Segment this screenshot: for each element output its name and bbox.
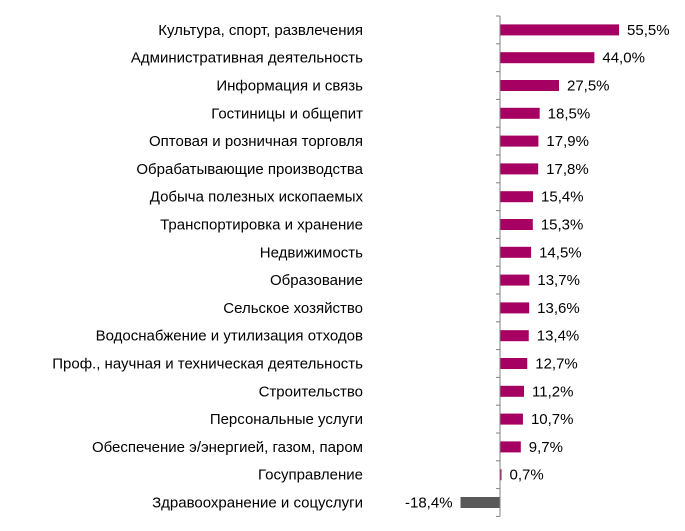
category-label: Обеспечение э/энергией, газом, паром — [92, 439, 363, 456]
data-label: 13,6% — [537, 300, 580, 317]
bar — [500, 191, 534, 203]
data-label: 27,5% — [567, 78, 610, 95]
category-label: Персональные услуги — [210, 411, 363, 428]
category-label: Гостиницы и общепит — [211, 105, 363, 122]
data-label: 13,7% — [537, 272, 580, 289]
bar — [500, 163, 539, 175]
data-label: 0,7% — [510, 467, 544, 484]
data-label: 14,5% — [539, 244, 582, 261]
data-label: 11,2% — [532, 383, 573, 400]
bar — [500, 413, 523, 425]
bar — [500, 330, 529, 342]
category-label: Информация и связь — [216, 78, 363, 95]
category-label: Водоснабжение и утилизация отходов — [96, 328, 363, 345]
category-label: Культура, спорт, развлечения — [158, 22, 363, 39]
category-label: Оптовая и розничная торговля — [149, 133, 363, 150]
data-label: 17,9% — [546, 133, 589, 150]
bar — [500, 52, 595, 64]
bar — [500, 246, 532, 258]
bar — [500, 469, 502, 481]
bar — [500, 358, 528, 369]
category-label: Госуправление — [258, 467, 363, 484]
data-label: 44,0% — [602, 50, 645, 67]
bar — [500, 441, 521, 453]
data-label: 12,7% — [535, 356, 578, 373]
category-label: Добыча полезных ископаемых — [150, 189, 364, 206]
category-label: Здравоохранение и соцуслуги — [152, 495, 363, 512]
bar — [500, 135, 539, 147]
data-label: 15,4% — [541, 189, 584, 206]
bar — [500, 385, 525, 397]
category-label: Транспортировка и хранение — [160, 217, 363, 234]
data-label: 15,3% — [541, 217, 584, 234]
category-label: Сельское хозяйство — [223, 300, 363, 317]
data-label: 13,4% — [537, 328, 580, 345]
category-label: Обрабатывающие производства — [136, 161, 363, 178]
data-label: 18,5% — [548, 105, 591, 122]
bar — [500, 24, 620, 36]
bar — [500, 219, 533, 230]
bar — [460, 497, 500, 508]
bar — [500, 80, 559, 91]
bar — [500, 107, 540, 119]
bar — [500, 274, 530, 286]
data-label: 10,7% — [531, 411, 574, 428]
data-label: 55,5% — [627, 22, 670, 39]
data-label: 9,7% — [529, 439, 563, 456]
category-label: Проф., научная и техническая деятельност… — [52, 356, 363, 373]
category-label: Административная деятельность — [131, 50, 363, 67]
data-label: 17,8% — [546, 161, 589, 178]
category-label: Образование — [270, 272, 363, 289]
category-label: Строительство — [259, 383, 363, 400]
data-label: -18,4% — [405, 495, 453, 512]
bar — [500, 302, 530, 314]
category-label: Недвижимость — [260, 244, 363, 261]
